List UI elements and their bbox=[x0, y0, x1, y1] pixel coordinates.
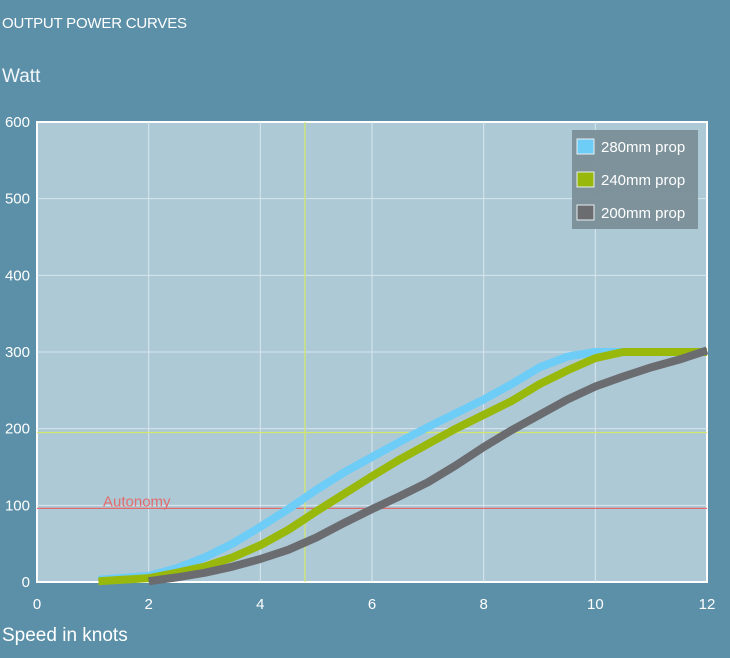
legend-swatch bbox=[576, 171, 595, 188]
legend-label: 240mm prop bbox=[601, 172, 685, 189]
legend-swatch bbox=[576, 204, 595, 221]
chart-title: OUTPUT POWER CURVES bbox=[2, 15, 187, 32]
series-lines bbox=[98, 346, 709, 586]
series-line-240mm-prop bbox=[98, 348, 707, 586]
y-tick-label: 0 bbox=[22, 574, 30, 591]
legend: 280mm prop 240mm prop 200mm prop bbox=[572, 130, 698, 229]
x-axis-ticks: 0 2 4 6 8 10 12 bbox=[33, 596, 716, 613]
y-tick-label: 300 bbox=[5, 344, 30, 361]
y-tick-label: 500 bbox=[5, 191, 30, 208]
x-axis-label: Speed in knots bbox=[2, 625, 128, 646]
x-tick-label: 12 bbox=[699, 596, 716, 613]
y-tick-label: 100 bbox=[5, 497, 30, 514]
x-tick-label: 0 bbox=[33, 596, 41, 613]
legend-swatch bbox=[576, 138, 595, 155]
y-axis-ticks: 0 100 200 300 400 500 600 bbox=[5, 114, 30, 591]
autonomy-label: Autonomy bbox=[103, 493, 171, 510]
reference-lines: Autonomy bbox=[37, 122, 707, 582]
x-tick-label: 4 bbox=[256, 596, 264, 613]
legend-label: 280mm prop bbox=[601, 139, 685, 156]
y-tick-label: 400 bbox=[5, 267, 30, 284]
series-line-200mm-prop bbox=[148, 346, 709, 586]
y-axis-unit-label: Watt bbox=[2, 66, 41, 87]
x-tick-label: 10 bbox=[587, 596, 604, 613]
x-tick-label: 8 bbox=[479, 596, 487, 613]
y-tick-label: 600 bbox=[5, 114, 30, 131]
series-line-280mm-prop bbox=[98, 348, 707, 584]
x-tick-label: 2 bbox=[144, 596, 152, 613]
y-tick-label: 200 bbox=[5, 421, 30, 438]
x-tick-label: 6 bbox=[368, 596, 376, 613]
legend-label: 200mm prop bbox=[601, 205, 685, 222]
